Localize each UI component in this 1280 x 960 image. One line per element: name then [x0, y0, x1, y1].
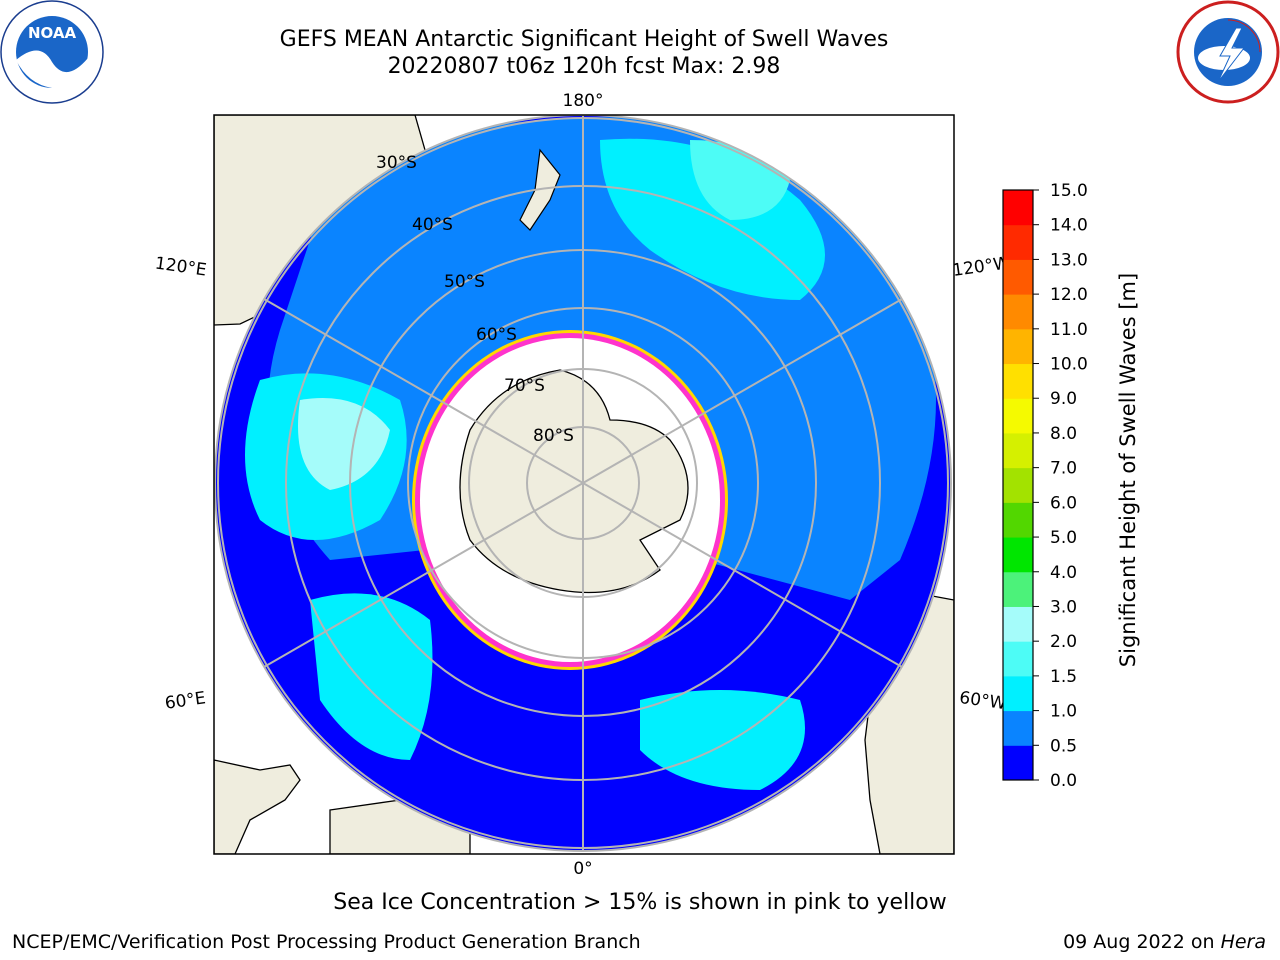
colorbar-segment: [1003, 571, 1033, 607]
colorbar-tick-label: 4.0: [1050, 563, 1077, 583]
map-frame: [213, 114, 955, 855]
colorbar-tick-label: 12.0: [1050, 285, 1088, 305]
map-boundary: [214, 115, 952, 852]
timestamp-host: Hera: [1220, 931, 1266, 953]
timestamp-date: 09 Aug 2022 on: [1063, 931, 1221, 953]
colorbar-segment: [1003, 467, 1033, 503]
graticule: [217, 115, 949, 851]
colorbar-tick-label: 2.0: [1050, 632, 1077, 652]
colorbar: 0.0 0.5 1.0 1.5 2.0 3.0 4.0 5.0 6.0 7.0 8.0 9.0 10.0…: [1002, 181, 1088, 791]
colorbar-segment: [1003, 328, 1033, 365]
lon-label-60e: 60°E: [164, 688, 207, 713]
colorbar-tick-label: 13.0: [1050, 250, 1088, 270]
lon-label-60w: 60°W: [958, 688, 1007, 714]
nws-logo: [1176, 0, 1280, 104]
colorbar-tick-label: 3.0: [1050, 597, 1077, 617]
lat-label-60s: 60°S: [476, 325, 517, 345]
colorbar-segment: [1003, 537, 1033, 573]
colorbar-label: Significant Height of Swell Waves [m]: [1116, 272, 1140, 668]
colorbar-tick-label: 0.5: [1050, 736, 1077, 756]
colorbar-segment: [1003, 363, 1033, 399]
lat-label-40s: 40°S: [412, 215, 453, 235]
lat-label-50s: 50°S: [444, 272, 485, 292]
lon-label-180: 180°: [563, 91, 604, 111]
colorbar-segment: [1003, 745, 1033, 781]
colorbar-segment: [1003, 710, 1033, 746]
colorbar-segment: [1003, 294, 1033, 330]
land-antarctica: [459, 369, 689, 594]
colorbar-frame: [1002, 189, 1034, 781]
lat-label-80s: 80°S: [533, 426, 574, 446]
credit-line: NCEP/EMC/Verification Post Processing Pr…: [12, 931, 641, 953]
colorbar-segment: [1003, 606, 1033, 642]
colorbar-tick-label: 8.0: [1050, 424, 1077, 444]
swell-patch-1-5: [298, 398, 390, 490]
noaa-logo: NOAA: [0, 0, 104, 104]
lat-label-30s: 30°S: [376, 153, 417, 173]
colorbar-tick-label: 1.5: [1050, 667, 1077, 687]
colorbar-tick-label: 5.0: [1050, 528, 1077, 548]
meridian-120e-60w: [263, 298, 903, 668]
lon-label-120e: 120°E: [154, 254, 208, 281]
colorbar-segment: [1003, 398, 1033, 434]
colorbar-segment: [1003, 190, 1033, 226]
noaa-logo-text: NOAA: [28, 24, 77, 42]
colorbar-segment: [1003, 259, 1033, 295]
lon-label-0: 0°: [573, 859, 592, 879]
colorbar-tick-label: 1.0: [1050, 702, 1077, 722]
colorbar-segment: [1003, 432, 1033, 469]
colorbar-tick-label: 11.0: [1050, 320, 1088, 340]
colorbar-tick-label: 6.0: [1050, 493, 1077, 513]
colorbar-tick-label: 9.0: [1050, 389, 1077, 409]
colorbar-segment: [1003, 224, 1033, 260]
chart-subtitle: 20220807 t06z 120h fcst Max: 2.98: [387, 54, 781, 79]
colorbar-segment: [1003, 675, 1033, 712]
chart-title: GEFS MEAN Antarctic Significant Height o…: [279, 27, 889, 52]
colorbar-tick-label: 10.0: [1050, 355, 1088, 375]
swell-patch-0-5-b: [640, 690, 805, 790]
colorbar-segment: [1003, 641, 1033, 677]
colorbar-tick-label: 7.0: [1050, 459, 1077, 479]
land-africa: [214, 759, 301, 854]
lat-label-70s: 70°S: [504, 376, 545, 396]
colorbar-tick-label: 15.0: [1050, 181, 1088, 201]
colorbar-tick-label: 14.0: [1050, 216, 1088, 236]
colorbar-tick-label: 0.0: [1050, 771, 1077, 791]
sea-ice-caption: Sea Ice Concentration > 15% is shown in …: [333, 890, 947, 915]
colorbar-segment: [1003, 502, 1033, 538]
timestamp: 09 Aug 2022 on Hera: [1063, 931, 1266, 953]
